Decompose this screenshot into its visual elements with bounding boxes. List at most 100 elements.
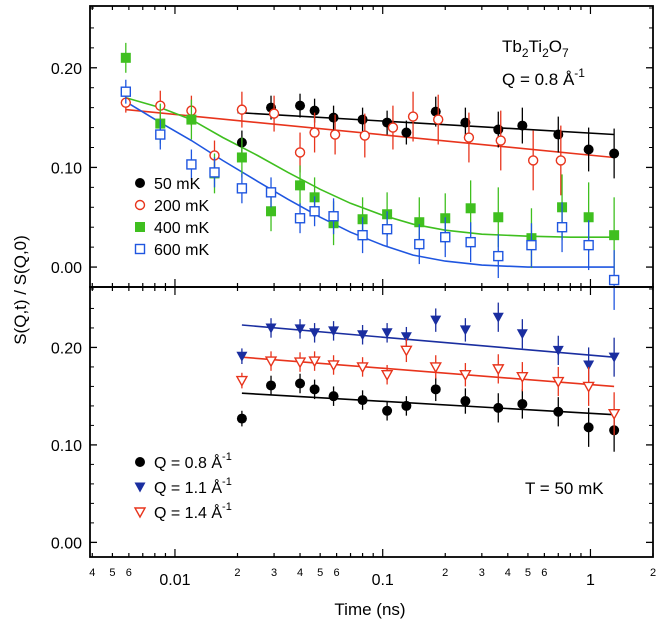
data-point — [583, 144, 594, 155]
x-minor-tick-label: 6 — [334, 567, 340, 579]
data-point — [609, 148, 620, 159]
temperature-label: T = 50 mK — [525, 479, 604, 498]
fit-line — [241, 356, 615, 388]
data-point — [309, 105, 320, 116]
y-tick-label: 0.10 — [51, 438, 82, 455]
y-tick-label: 0.10 — [51, 160, 82, 177]
data-point — [328, 112, 339, 123]
x-tick-label: 0.1 — [372, 572, 394, 589]
x-axis: 0.01 0.1 14 5 6 2 3 4 5 6 2 3 4 5 6 2 — [89, 567, 656, 589]
data-point — [401, 127, 412, 138]
fit-line — [125, 108, 615, 159]
data-point — [380, 370, 394, 382]
data-point — [608, 274, 620, 286]
data-point — [309, 328, 321, 339]
data-point — [400, 332, 412, 343]
data-point — [465, 236, 476, 248]
data-point — [328, 326, 340, 337]
data-point — [583, 422, 594, 433]
data-point — [552, 376, 565, 388]
data-point — [236, 413, 247, 424]
data-point — [400, 345, 413, 357]
x-minor-tick-label: 3 — [271, 567, 277, 579]
data-point — [357, 395, 368, 406]
legend-marker — [135, 178, 145, 188]
legend-label: Q = 1.4 Å-1 — [154, 501, 232, 522]
data-point — [527, 155, 539, 166]
data-point — [460, 117, 471, 128]
x-minor-tick-label: 5 — [109, 567, 115, 579]
data-point — [583, 360, 595, 371]
data-point — [460, 396, 471, 407]
data-point — [526, 239, 537, 251]
data-point — [293, 357, 307, 369]
fit-line — [241, 392, 615, 416]
legend: Q = 0.8 Å-1 Q = 1.1 Å-1 Q = 1.4 Å-1 — [133, 451, 232, 522]
legend-marker — [134, 199, 146, 211]
data-points — [120, 42, 620, 310]
data-point — [268, 108, 280, 119]
data-point — [493, 250, 504, 262]
data-point — [387, 122, 399, 133]
y-tick-label: 0.20 — [51, 61, 82, 78]
data-point — [583, 212, 594, 223]
q-label: Q = 0.8 Å-1 — [502, 66, 585, 89]
data-point — [493, 212, 504, 223]
data-point — [465, 203, 476, 214]
data-point — [265, 323, 277, 334]
data-point — [235, 375, 249, 388]
fit-line — [125, 96, 615, 238]
fit-curves — [241, 324, 615, 416]
x-minor-tick-label: 4 — [297, 567, 303, 579]
data-point — [607, 409, 621, 421]
fit-line — [241, 324, 615, 358]
data-point — [266, 206, 277, 217]
data-point — [407, 111, 419, 122]
x-minor-tick-label: 2 — [442, 567, 448, 579]
data-point — [357, 114, 368, 125]
data-point — [433, 114, 444, 125]
data-point — [309, 127, 320, 138]
fit-line — [125, 101, 615, 268]
data-point — [236, 152, 247, 163]
data-point — [556, 222, 568, 233]
data-point — [265, 187, 277, 198]
legend: 50 mK 200 mK 400 mK 600 mK — [134, 176, 209, 259]
data-point — [264, 356, 278, 368]
y-axis-label: S(Q,t) / S(Q,0) — [11, 235, 30, 345]
legend-marker — [135, 457, 145, 467]
data-point — [120, 86, 132, 97]
data-point — [492, 364, 505, 376]
data-point — [414, 217, 425, 228]
x-minor-tick-label: 5 — [317, 567, 323, 579]
legend-marker — [134, 482, 146, 493]
legend-label: Q = 1.1 Å-1 — [154, 476, 232, 497]
data-point — [555, 155, 567, 166]
data-point — [328, 391, 339, 402]
x-minor-tick-label: 5 — [525, 567, 531, 579]
data-point — [516, 371, 529, 384]
data-point — [294, 147, 306, 158]
data-point — [440, 231, 451, 243]
data-point — [382, 405, 393, 416]
data-point — [356, 362, 369, 374]
x-minor-tick-label: 6 — [541, 567, 547, 579]
x-minor-tick-label: 4 — [89, 567, 95, 579]
data-point — [430, 384, 441, 395]
y-tick-label: 0.00 — [51, 260, 82, 277]
data-point — [583, 239, 594, 251]
data-points — [235, 302, 621, 452]
data-point — [381, 328, 393, 339]
data-point — [493, 124, 504, 135]
data-point — [582, 381, 595, 393]
legend-marker — [135, 222, 145, 232]
data-point — [186, 159, 197, 170]
data-point — [430, 315, 442, 326]
data-point — [608, 352, 620, 363]
data-point — [329, 129, 341, 140]
x-minor-tick-label: 6 — [126, 567, 132, 579]
x-minor-tick-label: 2 — [234, 567, 240, 579]
data-point — [236, 351, 248, 362]
x-minor-tick-label: 3 — [479, 567, 485, 579]
data-point — [553, 129, 564, 140]
